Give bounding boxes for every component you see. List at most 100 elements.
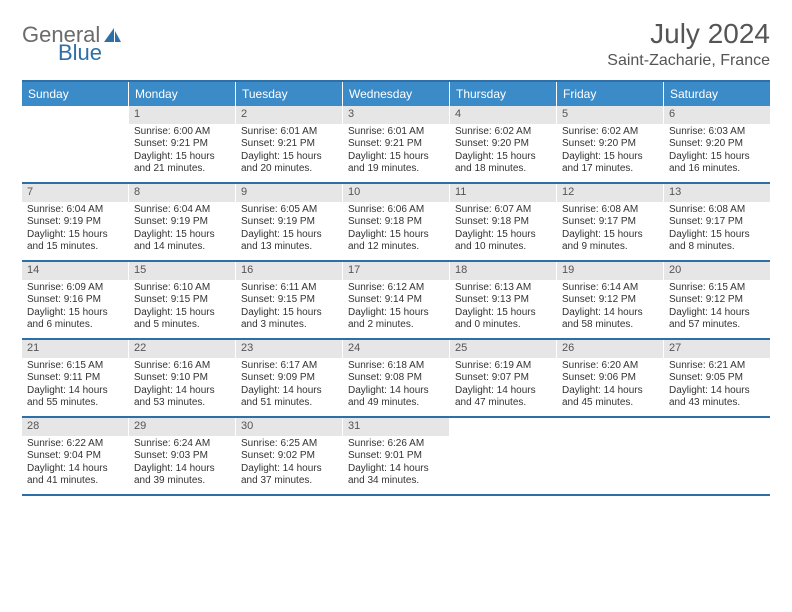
weekday-header: Thursday — [450, 82, 557, 106]
daylight-line: Daylight: 15 hours and 21 minutes. — [134, 151, 230, 176]
day-number: 19 — [557, 262, 663, 280]
day-cell: 13Sunrise: 6:08 AMSunset: 9:17 PMDayligh… — [664, 184, 770, 260]
sunrise-line: Sunrise: 6:17 AM — [241, 360, 337, 373]
day-body: Sunrise: 6:04 AMSunset: 9:19 PMDaylight:… — [22, 202, 128, 258]
sunset-line: Sunset: 9:16 PM — [27, 294, 123, 307]
sunrise-line: Sunrise: 6:02 AM — [455, 126, 551, 139]
weekday-row: SundayMondayTuesdayWednesdayThursdayFrid… — [22, 82, 770, 106]
day-cell: 10Sunrise: 6:06 AMSunset: 9:18 PMDayligh… — [343, 184, 450, 260]
daylight-line: Daylight: 15 hours and 20 minutes. — [241, 151, 337, 176]
sunset-line: Sunset: 9:05 PM — [669, 372, 765, 385]
daylight-line: Daylight: 15 hours and 2 minutes. — [348, 307, 444, 332]
sunrise-line: Sunrise: 6:11 AM — [241, 282, 337, 295]
sunrise-line: Sunrise: 6:08 AM — [669, 204, 765, 217]
day-cell: 31Sunrise: 6:26 AMSunset: 9:01 PMDayligh… — [343, 418, 450, 494]
sunset-line: Sunset: 9:20 PM — [455, 138, 551, 151]
day-body: Sunrise: 6:13 AMSunset: 9:13 PMDaylight:… — [450, 280, 556, 336]
day-cell: 17Sunrise: 6:12 AMSunset: 9:14 PMDayligh… — [343, 262, 450, 338]
sunset-line: Sunset: 9:12 PM — [562, 294, 658, 307]
day-cell — [664, 418, 770, 494]
sunset-line: Sunset: 9:18 PM — [455, 216, 551, 229]
day-cell: 23Sunrise: 6:17 AMSunset: 9:09 PMDayligh… — [236, 340, 343, 416]
daylight-line: Daylight: 14 hours and 39 minutes. — [134, 463, 230, 488]
day-body: Sunrise: 6:09 AMSunset: 9:16 PMDaylight:… — [22, 280, 128, 336]
day-cell: 15Sunrise: 6:10 AMSunset: 9:15 PMDayligh… — [129, 262, 236, 338]
sunset-line: Sunset: 9:19 PM — [134, 216, 230, 229]
sunset-line: Sunset: 9:12 PM — [669, 294, 765, 307]
sunset-line: Sunset: 9:21 PM — [348, 138, 444, 151]
day-cell: 1Sunrise: 6:00 AMSunset: 9:21 PMDaylight… — [129, 106, 236, 182]
weekday-header: Sunday — [22, 82, 129, 106]
sunset-line: Sunset: 9:09 PM — [241, 372, 337, 385]
sunrise-line: Sunrise: 6:19 AM — [455, 360, 551, 373]
day-body: Sunrise: 6:26 AMSunset: 9:01 PMDaylight:… — [343, 436, 449, 492]
daylight-line: Daylight: 15 hours and 0 minutes. — [455, 307, 551, 332]
daylight-line: Daylight: 15 hours and 5 minutes. — [134, 307, 230, 332]
day-cell: 6Sunrise: 6:03 AMSunset: 9:20 PMDaylight… — [664, 106, 770, 182]
day-cell: 26Sunrise: 6:20 AMSunset: 9:06 PMDayligh… — [557, 340, 664, 416]
weekday-header: Monday — [129, 82, 236, 106]
sunrise-line: Sunrise: 6:05 AM — [241, 204, 337, 217]
sunset-line: Sunset: 9:01 PM — [348, 450, 444, 463]
day-cell: 19Sunrise: 6:14 AMSunset: 9:12 PMDayligh… — [557, 262, 664, 338]
daylight-line: Daylight: 14 hours and 34 minutes. — [348, 463, 444, 488]
day-body: Sunrise: 6:05 AMSunset: 9:19 PMDaylight:… — [236, 202, 342, 258]
day-body: Sunrise: 6:25 AMSunset: 9:02 PMDaylight:… — [236, 436, 342, 492]
week-row: 7Sunrise: 6:04 AMSunset: 9:19 PMDaylight… — [22, 184, 770, 262]
sunset-line: Sunset: 9:13 PM — [455, 294, 551, 307]
day-cell: 2Sunrise: 6:01 AMSunset: 9:21 PMDaylight… — [236, 106, 343, 182]
sunrise-line: Sunrise: 6:22 AM — [27, 438, 123, 451]
title-block: July 2024 Saint-Zacharie, France — [607, 18, 770, 70]
daylight-line: Daylight: 15 hours and 19 minutes. — [348, 151, 444, 176]
day-cell: 21Sunrise: 6:15 AMSunset: 9:11 PMDayligh… — [22, 340, 129, 416]
sunset-line: Sunset: 9:06 PM — [562, 372, 658, 385]
day-body: Sunrise: 6:12 AMSunset: 9:14 PMDaylight:… — [343, 280, 449, 336]
sunrise-line: Sunrise: 6:02 AM — [562, 126, 658, 139]
day-body: Sunrise: 6:04 AMSunset: 9:19 PMDaylight:… — [129, 202, 235, 258]
day-cell: 28Sunrise: 6:22 AMSunset: 9:04 PMDayligh… — [22, 418, 129, 494]
weekday-header: Friday — [557, 82, 664, 106]
sunset-line: Sunset: 9:11 PM — [27, 372, 123, 385]
sunset-line: Sunset: 9:10 PM — [134, 372, 230, 385]
day-number: 18 — [450, 262, 556, 280]
sunrise-line: Sunrise: 6:04 AM — [134, 204, 230, 217]
week-row: 1Sunrise: 6:00 AMSunset: 9:21 PMDaylight… — [22, 106, 770, 184]
sunrise-line: Sunrise: 6:01 AM — [241, 126, 337, 139]
daylight-line: Daylight: 14 hours and 51 minutes. — [241, 385, 337, 410]
day-number: 15 — [129, 262, 235, 280]
sunrise-line: Sunrise: 6:12 AM — [348, 282, 444, 295]
week-row: 21Sunrise: 6:15 AMSunset: 9:11 PMDayligh… — [22, 340, 770, 418]
daylight-line: Daylight: 15 hours and 18 minutes. — [455, 151, 551, 176]
day-body: Sunrise: 6:15 AMSunset: 9:11 PMDaylight:… — [22, 358, 128, 414]
day-cell: 7Sunrise: 6:04 AMSunset: 9:19 PMDaylight… — [22, 184, 129, 260]
day-number: 27 — [664, 340, 770, 358]
sunrise-line: Sunrise: 6:09 AM — [27, 282, 123, 295]
daylight-line: Daylight: 14 hours and 58 minutes. — [562, 307, 658, 332]
day-cell: 25Sunrise: 6:19 AMSunset: 9:07 PMDayligh… — [450, 340, 557, 416]
daylight-line: Daylight: 15 hours and 12 minutes. — [348, 229, 444, 254]
day-number: 17 — [343, 262, 449, 280]
day-number: 30 — [236, 418, 342, 436]
day-number: 6 — [664, 106, 770, 124]
sunrise-line: Sunrise: 6:15 AM — [27, 360, 123, 373]
sunrise-line: Sunrise: 6:14 AM — [562, 282, 658, 295]
daylight-line: Daylight: 14 hours and 41 minutes. — [27, 463, 123, 488]
weekday-header: Saturday — [664, 82, 770, 106]
logo: General Blue — [22, 18, 122, 48]
day-number: 2 — [236, 106, 342, 124]
daylight-line: Daylight: 14 hours and 49 minutes. — [348, 385, 444, 410]
day-body: Sunrise: 6:06 AMSunset: 9:18 PMDaylight:… — [343, 202, 449, 258]
sunrise-line: Sunrise: 6:01 AM — [348, 126, 444, 139]
day-number: 11 — [450, 184, 556, 202]
day-number: 29 — [129, 418, 235, 436]
day-cell: 9Sunrise: 6:05 AMSunset: 9:19 PMDaylight… — [236, 184, 343, 260]
day-body: Sunrise: 6:22 AMSunset: 9:04 PMDaylight:… — [22, 436, 128, 492]
day-cell: 12Sunrise: 6:08 AMSunset: 9:17 PMDayligh… — [557, 184, 664, 260]
sunset-line: Sunset: 9:15 PM — [241, 294, 337, 307]
day-number: 10 — [343, 184, 449, 202]
sunset-line: Sunset: 9:21 PM — [134, 138, 230, 151]
day-number: 12 — [557, 184, 663, 202]
daylight-line: Daylight: 14 hours and 43 minutes. — [669, 385, 765, 410]
day-body: Sunrise: 6:14 AMSunset: 9:12 PMDaylight:… — [557, 280, 663, 336]
daylight-line: Daylight: 15 hours and 14 minutes. — [134, 229, 230, 254]
